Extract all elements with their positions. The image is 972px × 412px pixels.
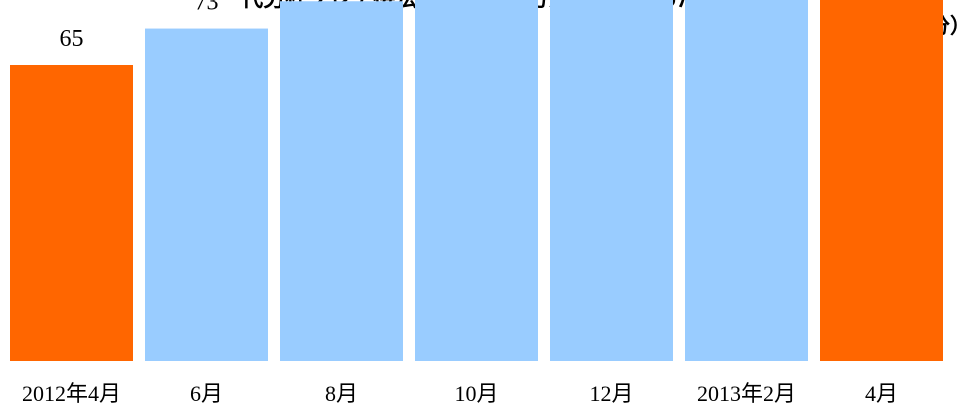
bar-1: [10, 65, 133, 361]
category-label-2: 6月: [190, 381, 223, 406]
category-label-6: 2013年2月: [697, 381, 796, 406]
category-label-4: 10月: [454, 381, 498, 406]
bar-3: [280, 1, 403, 361]
bar-5: [550, 0, 673, 362]
category-label-1: 2012年4月: [22, 381, 121, 406]
bar-6: [685, 0, 808, 362]
value-label-1: 65: [60, 26, 84, 52]
value-label-2: 73: [195, 0, 219, 16]
category-label-3: 8月: [325, 381, 358, 406]
bar-2: [145, 28, 268, 361]
bar-4: [415, 0, 538, 362]
category-label-5: 12月: [589, 381, 633, 406]
category-label-7: 4月: [865, 381, 898, 406]
bar-7: [820, 0, 943, 362]
